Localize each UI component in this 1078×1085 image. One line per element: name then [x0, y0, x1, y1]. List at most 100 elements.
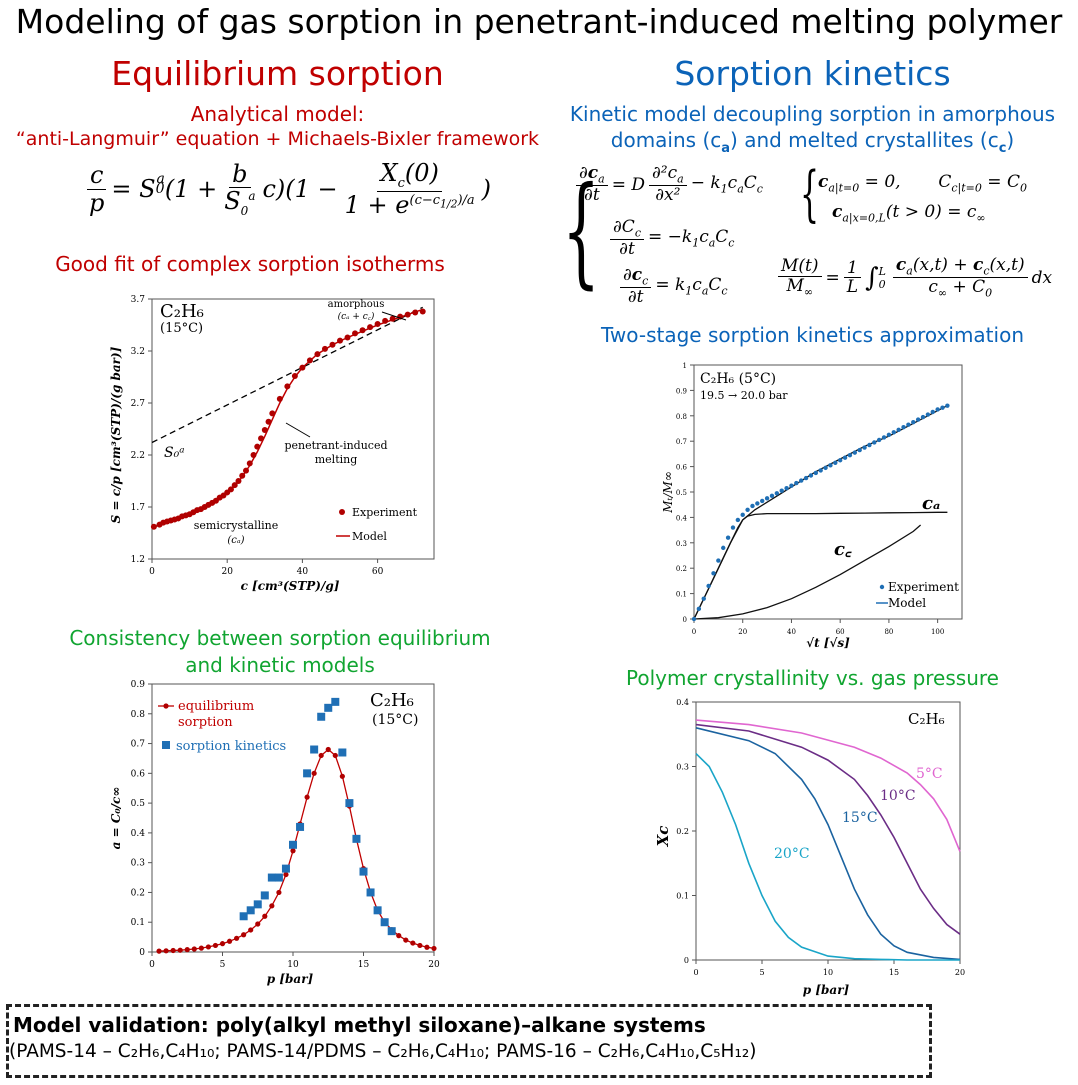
legend-model: Model [352, 530, 387, 543]
experiment-point [329, 341, 336, 348]
legend-experiment: Experiment [352, 506, 418, 519]
legend-kinetics: sorption kinetics [176, 739, 286, 754]
experiment-point [246, 460, 253, 467]
experiment-point [389, 315, 396, 322]
experiment-point [906, 422, 911, 427]
experiment-point [725, 535, 731, 540]
subtitle-part: domains (c [610, 128, 722, 152]
experiment-point [833, 460, 838, 465]
legend-model: Model [888, 596, 926, 610]
experiment-point [344, 334, 351, 341]
y-tick-label: 3.2 [131, 347, 145, 357]
equilibrium-point [163, 948, 169, 954]
annotation-melting-2: melting [315, 453, 358, 466]
kinetics-chart: 0 20 40 60 80 100 0 0.1 0.2 0.3 0.4 0.5 0.6 0.7 0.8 0.9… [661, 362, 963, 650]
y-tick-label: 0.8 [131, 710, 146, 720]
equilibrium-point [431, 945, 437, 952]
experiment-point [235, 478, 242, 484]
experiment-point [847, 452, 853, 458]
gas-label: C₂H₆ [160, 301, 204, 322]
experiment-point [250, 452, 257, 458]
range-label: 19.5 → 20.0 bar [700, 389, 788, 402]
experiment-point [382, 317, 389, 324]
experiment-point [745, 507, 750, 512]
experiment-point [227, 486, 234, 493]
kinetics-point [317, 712, 326, 721]
subtitle-part-mid: ) and melted crystallites (c [730, 128, 999, 152]
kinetics-point [331, 697, 340, 706]
gas-label: C₂H₆ (5°C) [700, 371, 776, 387]
consistency-title-line2: and kinetic models [185, 653, 375, 677]
x-tick-label: 60 [372, 567, 384, 577]
experiment-point [779, 488, 784, 493]
experiment-point [818, 468, 823, 473]
x-tick-label: 20 [738, 628, 747, 636]
gas-label: C₂H₆ [370, 690, 414, 711]
experiment-point [828, 463, 833, 468]
experiment-point [901, 425, 906, 430]
experiment-point [337, 337, 343, 344]
experiment-point [813, 470, 819, 476]
legend-experiment-marker [879, 584, 885, 590]
legend-experiment: Experiment [888, 580, 959, 594]
experiment-point [764, 496, 770, 501]
gas-label: C₂H₆ [908, 710, 945, 728]
x-tick-label: 0 [692, 628, 696, 636]
experiment-point [842, 455, 848, 460]
equilibrium-point [170, 947, 176, 954]
x-axis-label: c [cm³(STP)/g] [241, 579, 340, 593]
anti-langmuir-label: “anti-Langmuir” equation + Michaels-Bixl… [15, 128, 540, 150]
experiment-point [265, 418, 272, 425]
experiment-point [150, 523, 157, 530]
experiment-point [930, 409, 935, 415]
equilibrium-point [219, 941, 226, 947]
kinetics-point [246, 906, 255, 915]
annotation-melting: penetrant-induced [284, 439, 387, 452]
equilibrium-point [177, 947, 183, 953]
x-tick-label: 0 [149, 960, 155, 970]
equilibrium-point [262, 913, 268, 919]
legend-experiment-marker [339, 509, 345, 515]
kinetics-point [296, 822, 305, 831]
plot-frame [151, 683, 435, 953]
y-tick-label: 0 [683, 616, 687, 624]
equilibrium-point [248, 927, 254, 933]
x-tick-label: 40 [787, 628, 796, 636]
experiment-point [306, 357, 313, 364]
experiment-point [760, 498, 765, 504]
plot-frame [151, 298, 435, 560]
experiment-point [935, 407, 940, 412]
experiment-point [419, 308, 426, 315]
experiment-point [867, 442, 872, 448]
validation-line1: Model validation: poly(alkyl methyl silo… [9, 1007, 929, 1037]
x-tick-label: 80 [884, 628, 893, 636]
temp-label: (15°C) [372, 712, 418, 728]
series-label: 20°C [774, 846, 810, 862]
equilibrium-point [234, 935, 240, 941]
y-tick-label: 0.9 [131, 680, 146, 690]
x-tick-label: 20 [221, 567, 233, 577]
equilibrium-point [325, 746, 331, 753]
crystallinity-chart: 0 5 10 15 20 0 0.1 0.2 0.3 0.4 5°C10°C15°C 20°C C₂H₆… [654, 698, 965, 997]
x-tick-label: 20 [428, 960, 440, 970]
kinetics-point [380, 918, 389, 927]
experiment-point [857, 447, 862, 453]
equilibrium-point [198, 945, 204, 951]
series-curve-15°C [695, 727, 961, 961]
consistency-title-line1: Consistency between sorption equilibrium [69, 626, 491, 650]
experiment-point [886, 432, 892, 438]
legend-eq-marker [163, 703, 169, 709]
x-tick-label: 20 [955, 968, 965, 977]
series-label: 10°C [880, 788, 916, 804]
kinetics-point [267, 873, 276, 882]
legend-kin-marker [162, 741, 170, 749]
experiment-point [896, 427, 901, 432]
x-tick-label: 10 [823, 968, 833, 977]
y-tick-label: 0.1 [131, 918, 145, 928]
y-tick-label: 0.4 [676, 514, 688, 522]
experiment-point [730, 525, 736, 530]
experiment-point [367, 324, 374, 331]
y-tick-label: 0.6 [676, 464, 688, 472]
equilibrium-point [269, 903, 275, 909]
y-tick-label: 0 [139, 948, 145, 958]
